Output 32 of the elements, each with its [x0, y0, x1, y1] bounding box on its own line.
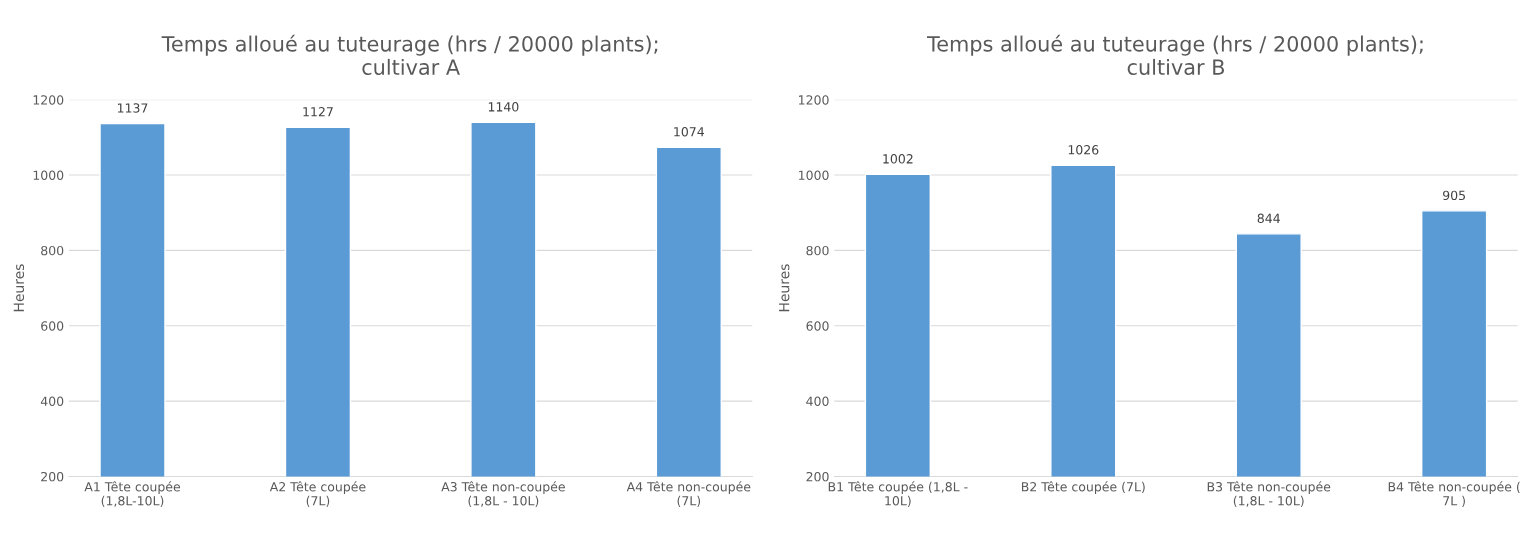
y-tick-label: 400	[806, 396, 829, 407]
y-tick-label: 1000	[799, 170, 829, 180]
y-tick-label: 600	[806, 321, 829, 331]
y-axis-title: Heures	[779, 264, 790, 312]
y-tick-label: 1200	[33, 95, 64, 105]
y-tick-label: 400	[40, 396, 64, 407]
y-tick-label: 200	[806, 471, 829, 482]
x-tick-label: B4 Tête non-coupée ( 7L )	[1388, 481, 1520, 507]
data-label: 1137	[117, 103, 148, 113]
x-tick-label: A1 Tête coupée (1,8L-10L)	[84, 481, 181, 507]
data-label: 1002	[883, 154, 913, 164]
data-label: 844	[1257, 213, 1280, 224]
x-tick-label: B3 Tête non-coupée (1,8L - 10L)	[1207, 481, 1331, 507]
x-tick-label: A2 Tête coupée (7L)	[269, 481, 366, 507]
y-tick-label: 800	[806, 245, 829, 256]
y-tick-label: 1200	[799, 95, 829, 105]
chart-title: Temps alloué au tuteurage (hrs / 20000 plants); cultivar A	[161, 34, 658, 76]
data-label: 1074	[674, 126, 705, 137]
data-label: 905	[1443, 190, 1465, 201]
y-tick-label: 200	[41, 471, 64, 482]
x-tick-label: B2 Tête coupée (7L)	[1021, 481, 1145, 494]
x-tick-label: A3 Tête non-coupée (1,8L - 10L)	[441, 481, 565, 507]
y-tick-label: 600	[41, 321, 64, 331]
y-tick-label: 1000	[33, 170, 64, 180]
y-tick-label: 800	[41, 245, 64, 256]
x-tick-label: A4 Tête non-coupée (7L)	[626, 481, 751, 507]
data-label: 1140	[488, 102, 519, 112]
data-label: 1026	[1068, 145, 1099, 155]
x-tick-label: B1 Tête coupée (1,8L - 10L)	[828, 481, 968, 507]
data-label: 1127	[303, 107, 333, 117]
chart-title: Temps alloué au tuteurage (hrs / 20000 plants); cultivar B	[926, 34, 1423, 76]
y-axis-title: Heures	[13, 264, 25, 312]
